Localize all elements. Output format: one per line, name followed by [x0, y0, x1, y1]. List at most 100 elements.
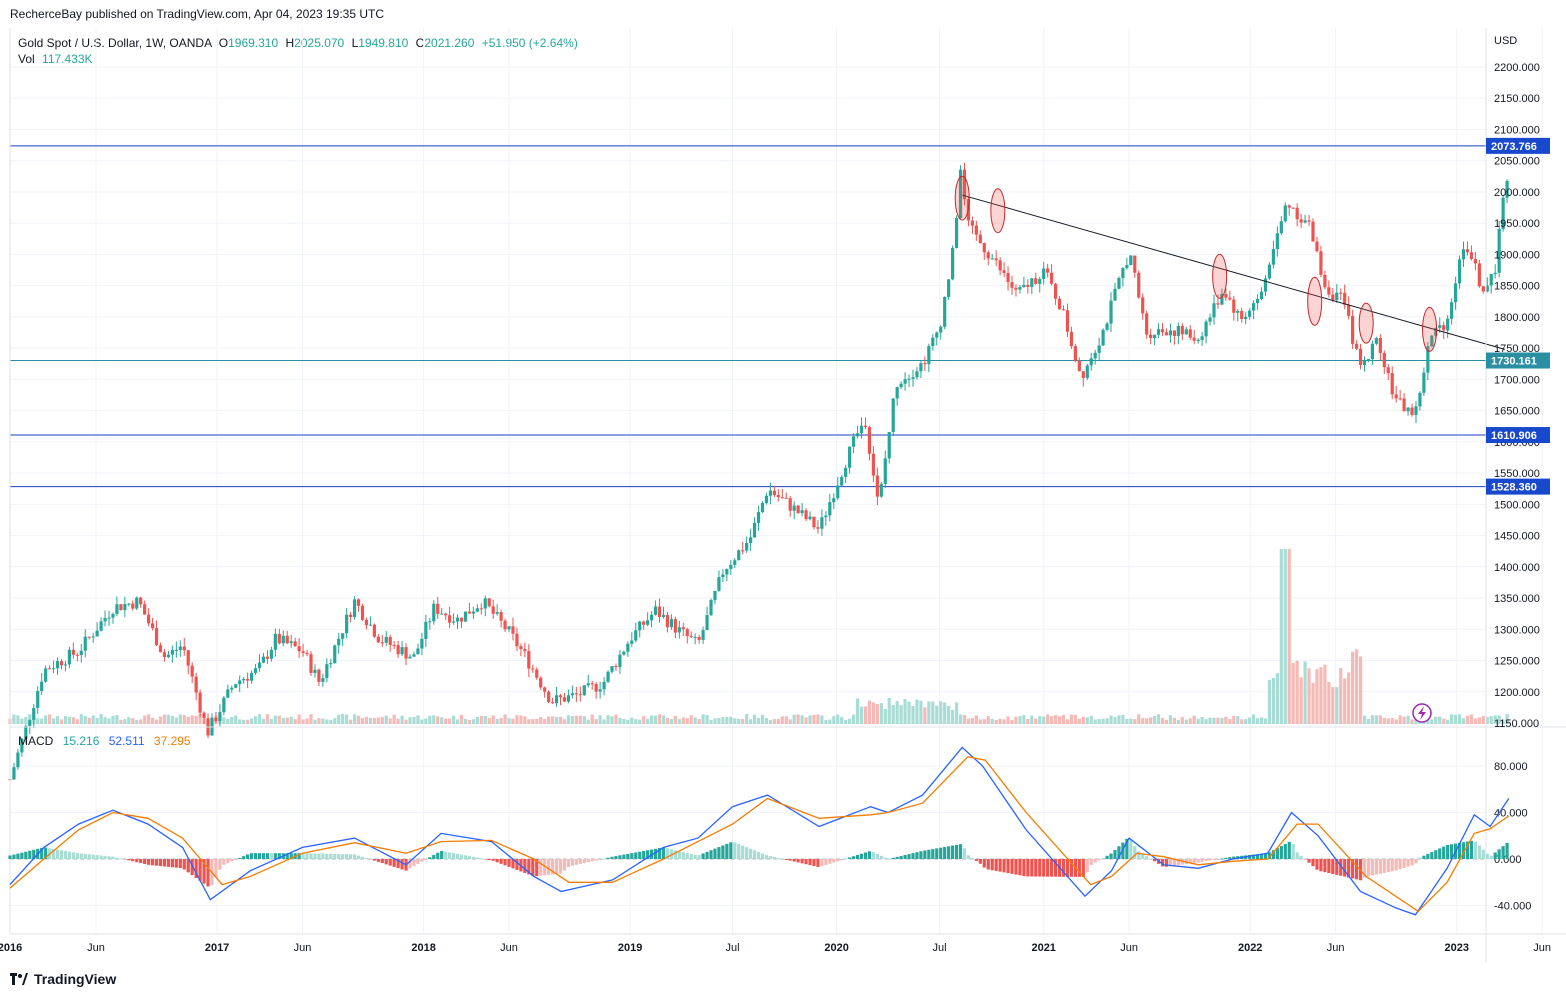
- volume-bar: [459, 714, 464, 724]
- macd-hist-bar: [1335, 859, 1339, 875]
- macd-hist-bar: [313, 853, 317, 859]
- volume-bar: [1006, 716, 1010, 724]
- candle-body: [1180, 325, 1184, 335]
- macd-hist-bar: [269, 853, 273, 859]
- macd-hist-bar: [1101, 858, 1105, 860]
- candle-body: [554, 695, 559, 704]
- volume-bar: [1069, 714, 1074, 724]
- macd-hist-bar: [424, 859, 428, 860]
- candle-body: [79, 650, 83, 656]
- macd-hist-bar: [119, 858, 123, 860]
- price-tick-label: 2150.000: [1494, 93, 1540, 105]
- candle-body: [1188, 329, 1192, 338]
- macd-hist-bar: [1446, 844, 1450, 859]
- volume-bar: [174, 717, 178, 724]
- volume-bar: [1089, 716, 1093, 724]
- macd-hist-bar: [1053, 859, 1058, 877]
- volume-bar: [416, 715, 420, 724]
- macd-line: [9, 746, 1510, 916]
- macd-hist-bar: [356, 855, 361, 859]
- volume-bar: [269, 719, 273, 724]
- macd-hist-bar: [558, 859, 563, 874]
- candle-body: [752, 522, 757, 538]
- candle-body: [1050, 272, 1054, 284]
- volume-bar: [1018, 716, 1022, 724]
- macd-hist-bar: [277, 853, 281, 859]
- macd-hist-bar: [440, 850, 444, 859]
- volume-bar: [970, 718, 975, 724]
- candle-body: [594, 684, 598, 692]
- level-badge: [1486, 478, 1550, 495]
- macd-hist-bar: [123, 859, 127, 860]
- macd-hist-bar: [238, 857, 242, 859]
- volume-bar: [990, 718, 994, 724]
- volume-bar: [721, 717, 725, 724]
- candle-body: [745, 543, 749, 551]
- volume-bar: [610, 716, 614, 724]
- candle-body: [543, 687, 547, 692]
- candle-body: [1259, 291, 1264, 300]
- macd-hist-bar: [883, 857, 887, 859]
- macd-hist-bar: [1050, 859, 1054, 877]
- high-label: H: [285, 36, 295, 50]
- candle-body: [1434, 327, 1438, 336]
- macd-hist-bar: [1418, 857, 1422, 859]
- volume-bar: [404, 719, 408, 724]
- macd-hist-bar: [1481, 849, 1485, 859]
- macd-hist-bar: [618, 855, 622, 859]
- volume-bar: [923, 707, 927, 724]
- macd-hist-bar: [257, 853, 262, 859]
- volume-bar: [891, 705, 895, 724]
- candle-body: [519, 646, 523, 650]
- macd-hist-bar: [539, 859, 543, 876]
- macd-hist-bar: [713, 848, 717, 859]
- candle-body: [895, 387, 899, 399]
- candle-body: [95, 630, 99, 637]
- volume-bar: [626, 719, 630, 724]
- candle-body: [824, 515, 828, 518]
- macd-hist-bar: [1204, 859, 1208, 862]
- volume-bar: [1394, 719, 1398, 724]
- macd-hist-bar: [40, 847, 44, 859]
- macd-hist-bar: [1089, 859, 1093, 865]
- macd-hist-bar: [273, 853, 277, 859]
- volume-bar: [127, 717, 131, 724]
- tradingview-footer[interactable]: TradingView: [10, 971, 116, 987]
- macd-hist-bar: [265, 853, 270, 859]
- macd-hist-bar: [832, 859, 836, 863]
- macd-hist-bar: [1477, 845, 1481, 859]
- candle-body: [246, 678, 250, 681]
- candle-body: [1149, 334, 1153, 338]
- macd-hist-bar: [8, 855, 12, 859]
- time-tick-label: Jun: [1327, 942, 1345, 954]
- candle-body: [812, 516, 816, 528]
- volume-bar: [198, 714, 202, 724]
- macd-hist-bar: [178, 859, 182, 869]
- candle-body: [1358, 348, 1363, 365]
- candle-body: [388, 636, 392, 645]
- candle-body: [1046, 268, 1050, 273]
- macd-line-value: 52.511: [108, 734, 145, 748]
- volume-bar: [1105, 718, 1109, 724]
- volume-bar: [1220, 717, 1224, 724]
- volume-bar: [234, 715, 238, 724]
- volume-bar: [281, 717, 285, 724]
- volume-bar: [1267, 680, 1272, 724]
- macd-hist-bar: [1026, 859, 1030, 877]
- candle-body: [1101, 329, 1105, 346]
- candle-body: [1477, 263, 1481, 287]
- volume-bar: [800, 715, 804, 724]
- candle-body: [317, 669, 321, 682]
- macd-hist-bar: [483, 859, 487, 860]
- volume-bar: [760, 714, 765, 724]
- candle-body: [1343, 292, 1347, 305]
- macd-hist-bar: [1370, 859, 1375, 876]
- volume-bar: [71, 717, 75, 724]
- candle-body: [903, 379, 907, 384]
- macd-hist-bar: [923, 850, 927, 859]
- macd-hist-bar: [71, 852, 75, 859]
- macd-hist-bar: [879, 855, 883, 859]
- macd-hist-bar: [855, 854, 860, 859]
- level-badge-label: 1730.161: [1491, 356, 1537, 368]
